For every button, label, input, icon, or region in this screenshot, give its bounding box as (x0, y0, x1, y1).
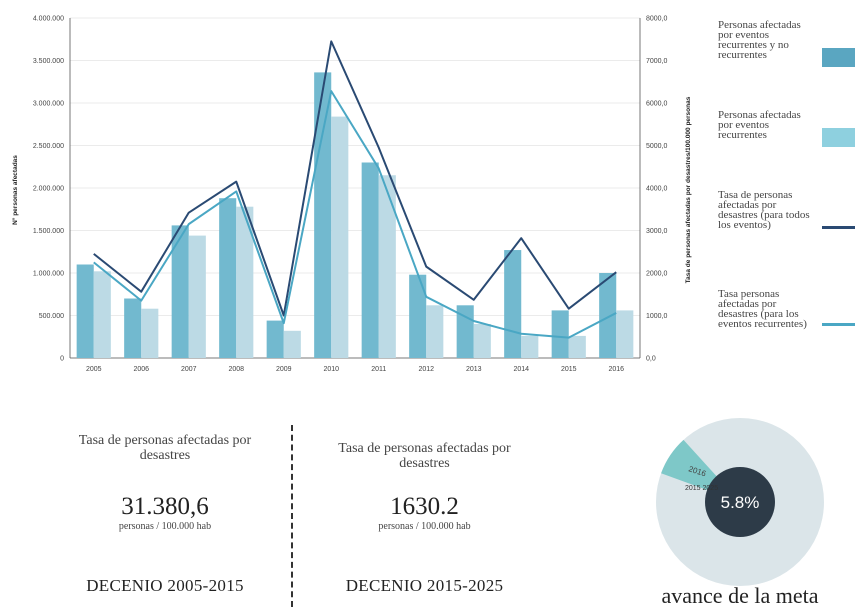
progress-percent: 5.8% (721, 493, 760, 512)
legend-label: Tasa de personas afectadas por desastres… (718, 189, 810, 231)
x-axis-ticks: 2005 2006 2007 2008 2009 2010 2011 2012 2013 2014… (86, 366, 624, 373)
legend-item-rate-recurrent: Tasa personas afectadas por desastres (p… (718, 288, 855, 330)
y2-tick-label: 2000,0 (646, 271, 668, 278)
x-tick-label: 2007 (181, 366, 197, 373)
y-axis-ticks: 0 500.000 1.000.000 1.500.000 2.000.000 2.500… (33, 16, 64, 363)
x-tick-label: 2015 (561, 366, 577, 373)
legend-item-rate-all: Tasa de personas afectadas por desastres… (718, 189, 855, 231)
chart-grid (69, 17, 641, 359)
bar (551, 310, 569, 358)
progress-center (705, 467, 775, 537)
x-tick-label: 2012 (418, 366, 434, 373)
bar (378, 175, 396, 358)
segment-label-bottom: 2015 2025 (685, 485, 718, 492)
y2-axis-title: Tasa de personas afectadas por desastres… (685, 96, 692, 283)
legend-label: Tasa personas afectadas por desastres (p… (718, 288, 807, 330)
legend-item-total: Personas afectadas por eventos recurrent… (718, 19, 855, 67)
progress-donut: 5.8% 2016 2015 2025 (656, 418, 824, 586)
divider (291, 425, 293, 607)
series-line (93, 40, 617, 317)
decade-label: DECENIO 2015-2025 (345, 576, 504, 595)
chart-lines (93, 40, 617, 339)
bar (616, 310, 634, 358)
stat-unit: personas / 100.000 hab (118, 521, 212, 532)
stat-label: Tasa de personas afectadas por desastres (338, 441, 511, 471)
bar (283, 330, 301, 358)
y-tick-label: 2.000.000 (33, 186, 64, 193)
legend-swatch (822, 226, 855, 229)
bar (568, 335, 586, 358)
bar (124, 298, 142, 358)
legend-swatch (822, 128, 855, 147)
y-tick-label: 4.000.000 (33, 16, 64, 23)
bar (219, 198, 237, 358)
x-tick-label: 2006 (133, 366, 149, 373)
x-tick-label: 2011 (371, 366, 386, 373)
y2-tick-label: 6000,0 (646, 101, 668, 108)
stat-decade-2015-2025: Tasa de personas afectadas por desastres… (312, 441, 537, 596)
stat-value: 1630.2 (390, 493, 459, 520)
y2-tick-label: 7000,0 (646, 58, 668, 65)
x-tick-label: 2009 (276, 366, 292, 373)
bar (473, 324, 491, 358)
legend-label: Personas afectadas por eventos recurrent… (718, 19, 801, 61)
x-tick-label: 2016 (608, 366, 624, 373)
series-line (93, 90, 617, 339)
x-tick-label: 2014 (513, 366, 529, 373)
bar (266, 320, 284, 358)
y2-tick-label: 8000,0 (646, 16, 668, 23)
x-tick-label: 2005 (86, 366, 102, 373)
bar (141, 308, 159, 358)
progress-caption: avance de la meta (661, 583, 819, 608)
legend-swatch (822, 323, 855, 326)
decade-label: DECENIO 2005-2015 (86, 576, 244, 595)
chart-bars (76, 72, 634, 359)
y-tick-label: 3.500.000 (33, 58, 64, 65)
bar (426, 305, 444, 358)
y2-tick-label: 0,0 (646, 356, 656, 363)
legend-label: Personas afectadas por eventos recurrent… (718, 109, 801, 141)
y-tick-label: 1.500.000 (33, 228, 64, 235)
bar (236, 206, 254, 358)
chart: 0 500.000 1.000.000 1.500.000 2.000.000 2.500… (11, 16, 692, 374)
y2-tick-label: 4000,0 (646, 186, 668, 193)
stat-label: Tasa de personas afectadas por desastres (78, 433, 252, 463)
stat-value: 31.380,6 (121, 493, 209, 520)
y2-tick-label: 1000,0 (646, 313, 668, 320)
bar (504, 250, 522, 358)
bar (314, 72, 332, 359)
legend-item-recurrent: Personas afectadas por eventos recurrent… (718, 109, 855, 147)
bar (599, 273, 617, 358)
y-tick-label: 1.000.000 (33, 271, 64, 278)
legend-swatch (822, 48, 855, 67)
bar (188, 235, 206, 358)
y-tick-label: 500.000 (39, 313, 64, 320)
x-tick-label: 2010 (323, 366, 339, 373)
bar (171, 225, 189, 358)
x-tick-label: 2013 (466, 366, 482, 373)
x-tick-label: 2008 (228, 366, 244, 373)
bar (521, 335, 539, 358)
bar (93, 271, 111, 358)
stat-decade-2005-2015: Tasa de personas afectadas por desastres… (55, 433, 275, 596)
bar (361, 162, 379, 358)
y2-tick-label: 3000,0 (646, 228, 668, 235)
bar (409, 274, 427, 358)
y2-tick-label: 5000,0 (646, 143, 668, 150)
stat-unit: personas / 100.000 hab (378, 521, 471, 532)
bar (76, 264, 94, 358)
y2-axis-ticks: 0,0 1000,0 2000,0 3000,0 4000,0 5000,0 6000,0 7… (646, 16, 668, 363)
y-tick-label: 0 (60, 356, 64, 363)
y-tick-label: 3.000.000 (33, 101, 64, 108)
bar (331, 116, 349, 358)
y-tick-label: 2.500.000 (33, 143, 64, 150)
y-axis-title: N° personas afectadas (11, 155, 19, 225)
